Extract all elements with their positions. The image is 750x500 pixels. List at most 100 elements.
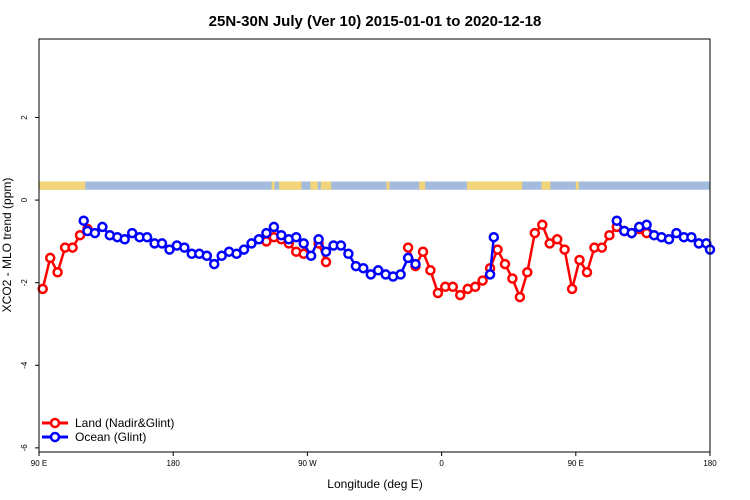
data-point-ocean <box>126 227 138 239</box>
data-point-land <box>44 252 56 264</box>
land-band <box>279 181 302 190</box>
y-tick-label: -6 <box>20 444 29 452</box>
data-point-land <box>67 242 78 253</box>
data-point-ocean <box>365 269 377 280</box>
data-point-ocean <box>231 248 242 260</box>
y-tick-label: 0 <box>20 197 29 202</box>
data-point-ocean <box>320 246 332 257</box>
data-point-land <box>604 229 615 241</box>
data-point-ocean <box>626 227 637 239</box>
land-band <box>320 181 332 190</box>
data-point-land <box>74 229 86 241</box>
data-point-ocean <box>290 231 302 243</box>
x-tick-label: 0 <box>439 459 444 468</box>
land-band <box>541 181 551 190</box>
y-tick-label: -4 <box>20 361 29 369</box>
series-layer <box>37 215 716 303</box>
data-point-land <box>469 281 481 293</box>
x-tick-label: 90 W <box>298 459 317 468</box>
data-point-land <box>417 246 429 257</box>
data-point-ocean <box>246 238 257 249</box>
data-point-land <box>537 219 548 231</box>
data-point-land <box>514 291 526 303</box>
data-point-ocean <box>372 265 384 276</box>
data-point-land <box>492 244 503 255</box>
data-point-land <box>574 254 585 266</box>
legend-label-ocean: Ocean (Glint) <box>75 430 146 444</box>
land-ocean-strip <box>39 181 710 190</box>
data-point-ocean <box>97 221 108 233</box>
legend-marker-ocean <box>49 431 61 443</box>
legend: Land (Nadir&Glint) Ocean (Glint) <box>42 416 174 444</box>
data-point-land <box>402 242 414 253</box>
data-point-ocean <box>156 238 168 249</box>
legend-item-ocean: Ocean (Glint) <box>42 430 146 444</box>
x-tick-label: 90 E <box>568 459 584 468</box>
legend-item-land: Land (Nadir&Glint) <box>42 416 174 430</box>
data-point-ocean <box>611 215 623 226</box>
data-point-ocean <box>402 252 414 264</box>
data-point-land <box>37 283 48 295</box>
legend-label-land: Land (Nadir&Glint) <box>75 416 174 430</box>
data-point-land <box>447 281 459 293</box>
data-point-land <box>581 267 593 278</box>
data-point-land <box>559 244 570 255</box>
land-band <box>386 181 390 190</box>
data-point-ocean <box>141 231 153 243</box>
series-ocean <box>78 215 716 282</box>
x-tick-label: 180 <box>167 459 181 468</box>
y-tick-label: -2 <box>20 279 29 287</box>
land-band <box>39 181 86 190</box>
y-axis-label: XCO2 - MLO trend (ppm) <box>0 178 14 313</box>
x-axis-label: Longitude (deg E) <box>327 477 422 491</box>
data-point-ocean <box>484 269 496 280</box>
land-band <box>575 181 579 190</box>
y-tick-label: 2 <box>20 115 29 120</box>
data-point-land <box>52 267 63 278</box>
data-point-land <box>432 287 444 299</box>
data-point-ocean <box>89 227 101 239</box>
data-point-land <box>522 267 533 278</box>
data-point-ocean <box>663 234 675 245</box>
land-band <box>466 181 523 190</box>
data-point-land <box>544 238 555 249</box>
data-point-ocean <box>488 231 500 243</box>
data-point-ocean <box>201 250 213 262</box>
land-band <box>419 181 426 190</box>
data-point-ocean <box>343 248 354 260</box>
data-point-ocean <box>686 231 697 243</box>
data-point-land <box>529 227 541 239</box>
data-point-ocean <box>633 221 645 233</box>
data-point-ocean <box>208 258 220 270</box>
data-point-ocean <box>268 221 280 233</box>
plot-frame <box>38 38 711 453</box>
data-point-ocean <box>671 227 682 239</box>
data-point-land <box>425 265 436 276</box>
data-point-ocean <box>410 258 421 270</box>
data-point-ocean <box>253 234 265 245</box>
data-point-land <box>320 256 332 268</box>
data-point-ocean <box>216 250 227 262</box>
data-point-ocean <box>261 227 272 239</box>
data-point-ocean <box>335 240 347 251</box>
data-point-ocean <box>119 234 130 245</box>
data-point-land <box>566 283 578 295</box>
y-axis: -6 -4 -2 0 2 <box>20 115 39 452</box>
data-point-land <box>551 234 563 245</box>
data-point-ocean <box>179 242 190 253</box>
data-point-ocean <box>298 238 309 249</box>
data-point-ocean <box>305 250 317 262</box>
x-tick-label: 90 E <box>31 459 47 468</box>
data-point-land <box>477 275 488 286</box>
data-point-ocean <box>358 262 369 274</box>
data-point-ocean <box>313 234 324 245</box>
data-point-ocean <box>164 244 175 255</box>
data-point-ocean <box>395 269 406 280</box>
x-tick-label: 180 <box>703 459 717 468</box>
data-point-land <box>499 258 511 270</box>
data-point-land <box>596 242 608 253</box>
data-point-ocean <box>78 215 89 226</box>
data-point-land <box>454 289 466 301</box>
data-point-ocean <box>276 229 287 241</box>
